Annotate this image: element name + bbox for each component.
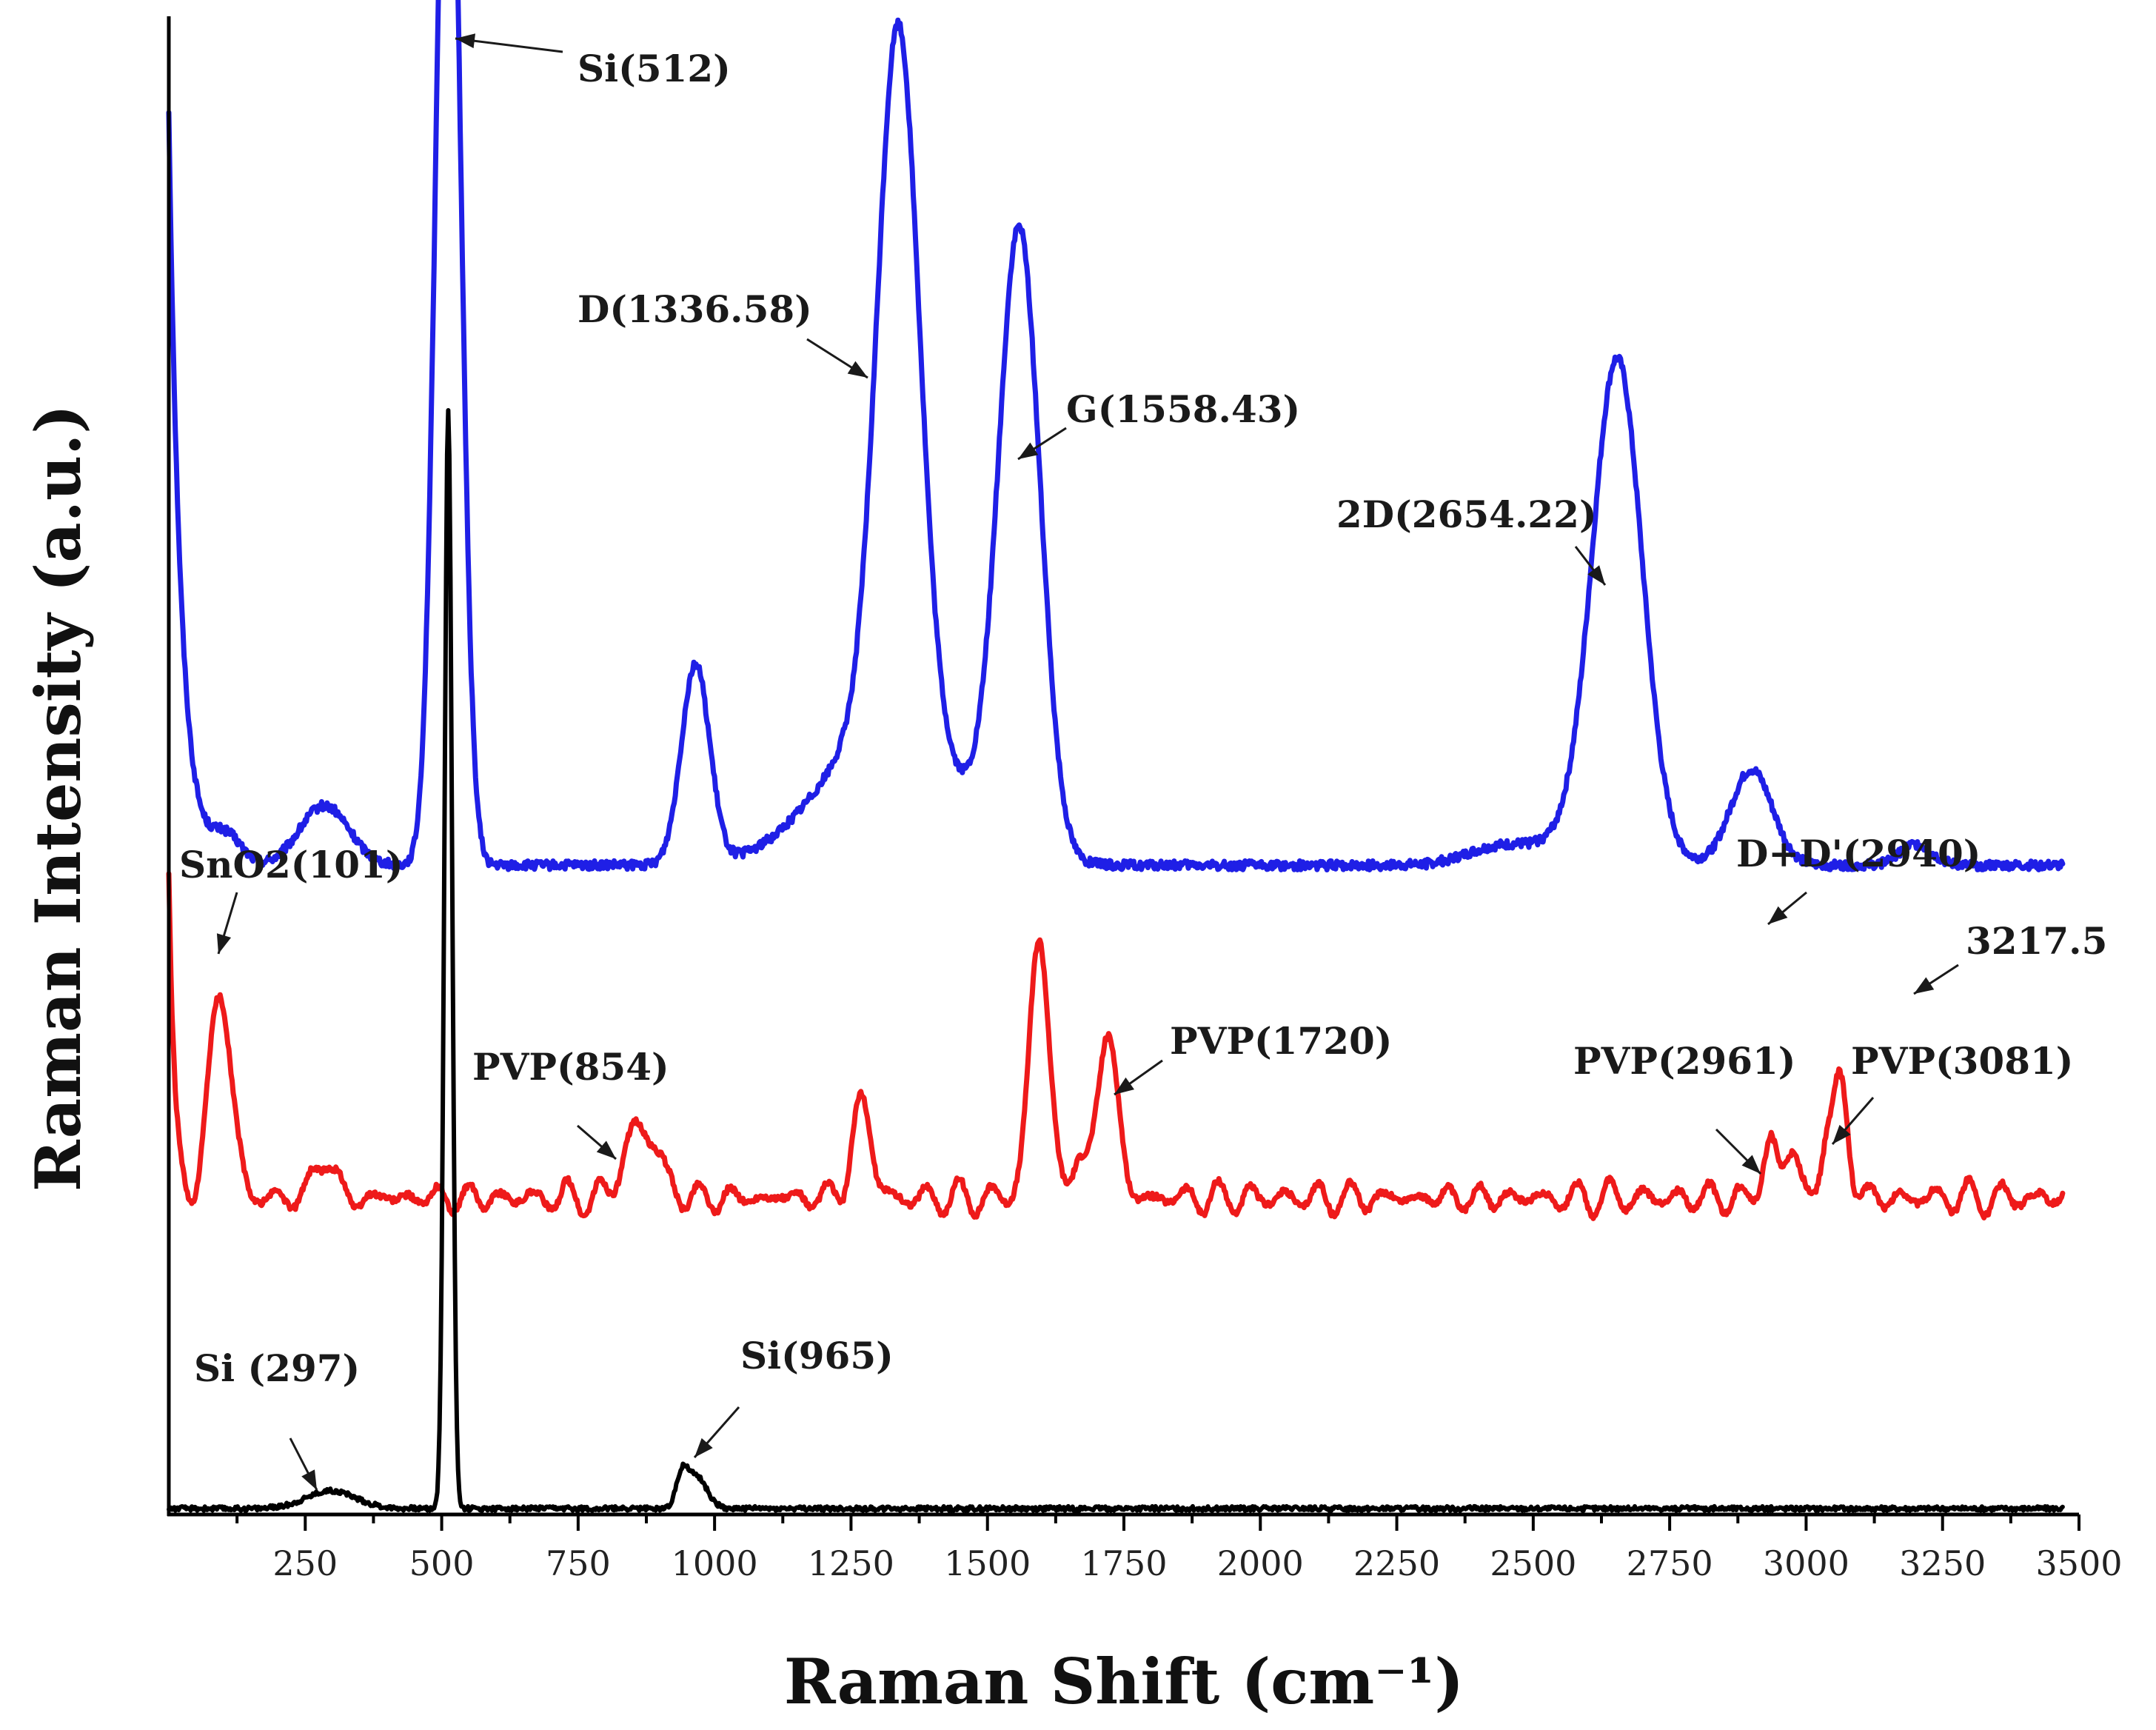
series-line-red [166, 871, 2066, 1221]
annotation-label: 3217.5 [1966, 919, 2107, 963]
annotation-3: 2D(2654.22) [1336, 492, 1607, 586]
series-line-blue [166, 0, 2066, 872]
x-tick-label: 3500 [2035, 1543, 2122, 1583]
x-tick-label: 1500 [944, 1543, 1031, 1583]
annotation-label: PVP(2961) [1573, 1039, 1795, 1083]
x-tick-label: 2500 [1490, 1543, 1576, 1583]
x-tick-label: 250 [272, 1543, 338, 1583]
annotation-label: G(1558.43) [1066, 387, 1300, 431]
x-tick-label: 3250 [1899, 1543, 1986, 1583]
x-tick-label: 2250 [1353, 1543, 1440, 1583]
x-tick-label: 1250 [808, 1543, 894, 1583]
series-layer [166, 0, 2066, 1513]
annotation-arrowhead [596, 1140, 616, 1159]
annotation-arrowhead [1587, 565, 1605, 585]
y-axis-title: Raman Intensity (a.u.) [21, 404, 95, 1192]
x-axis-ticks: 250 500 750 1000 1250 1500 1750 2000 2250 2500 275… [235, 1514, 2123, 1583]
annotation-arrowhead [1741, 1155, 1761, 1174]
annotation-2: G(1558.43) [1017, 387, 1300, 461]
annotation-label: PVP(3081) [1851, 1039, 2073, 1083]
annotation-11: Si (297) [194, 1346, 360, 1491]
annotation-5: D+D'(2940) [1736, 832, 1981, 926]
x-axis-title: Raman Shift (cm⁻¹) [784, 1645, 1464, 1718]
annotation-12: Si(965) [693, 1334, 894, 1458]
annotation-label: 2D(2654.22) [1336, 492, 1597, 536]
annotation-label: Si(965) [740, 1334, 894, 1377]
x-tick-label: 1750 [1080, 1543, 1167, 1583]
annotation-4: SnO2(101) [179, 843, 404, 955]
annotation-label: PVP(1720) [1170, 1019, 1392, 1063]
x-tick-label: 500 [409, 1543, 475, 1583]
annotation-label: Si (297) [194, 1346, 360, 1390]
annotation-8: PVP(1720) [1114, 1019, 1392, 1096]
annotation-arrowhead [1832, 1124, 1851, 1144]
x-tick-label: 2000 [1217, 1543, 1304, 1583]
annotation-label: D(1336.58) [578, 287, 812, 331]
annotation-label: PVP(854) [472, 1045, 669, 1089]
annotation-label: SnO2(101) [179, 843, 404, 886]
annotation-6: 3217.5 [1913, 919, 2107, 995]
annotation-9: PVP(2961) [1573, 1039, 1795, 1175]
x-tick-label: 1000 [672, 1543, 758, 1583]
peak-annotations: Si(512) D(1336.58) G(1558.43) 2D(2654.22) Sn… [179, 33, 2107, 1491]
annotation-1: D(1336.58) [578, 287, 868, 379]
annotation-arrowhead [1114, 1077, 1134, 1095]
annotation-10: PVP(3081) [1831, 1039, 2073, 1145]
annotation-0: Si(512) [455, 33, 731, 90]
x-tick-label: 750 [546, 1543, 611, 1583]
x-tick-label: 3000 [1763, 1543, 1849, 1583]
x-tick-label: 2750 [1627, 1543, 1713, 1583]
annotation-arrowhead [1768, 906, 1788, 924]
annotation-7: PVP(854) [472, 1045, 669, 1160]
annotation-arrowhead [301, 1469, 317, 1490]
annotation-arrowhead [694, 1437, 713, 1457]
annotation-arrowhead [847, 361, 868, 378]
series-line-black [167, 408, 2065, 1513]
annotation-arrowhead [455, 33, 476, 49]
annotation-arrowhead [216, 933, 232, 954]
annotation-label: D+D'(2940) [1736, 832, 1981, 875]
annotation-arrowhead [1914, 977, 1935, 994]
annotation-arrowhead [1018, 442, 1039, 459]
annotation-label: Si(512) [578, 47, 731, 90]
